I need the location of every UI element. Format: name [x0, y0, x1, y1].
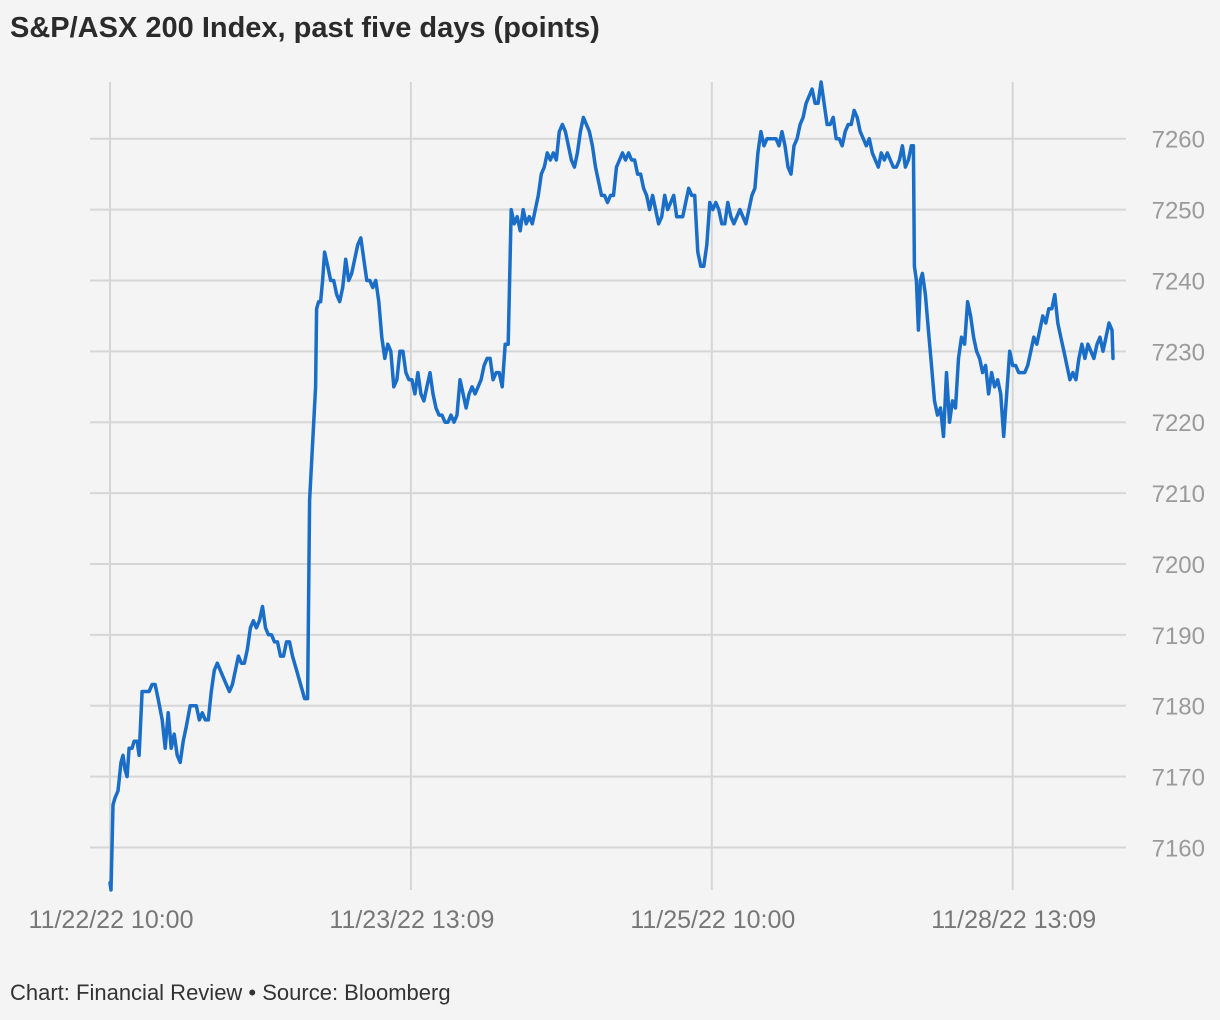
- y-tick-label: 7250: [1152, 198, 1205, 225]
- x-axis-ticks: 11/22/22 10:00 11/23/22 13:09 11/25/22 10:…: [29, 906, 1097, 934]
- chart-credit: Chart: Financial Review • Source: Bloomb…: [10, 980, 451, 1005]
- y-tick-label: 7160: [1152, 835, 1205, 862]
- y-tick-label: 7200: [1152, 552, 1205, 579]
- y-tick-label: 7180: [1152, 694, 1205, 721]
- y-tick-label: 7240: [1152, 268, 1205, 295]
- x-tick-label: 11/22/22 10:00: [29, 906, 194, 934]
- y-tick-label: 7190: [1152, 623, 1205, 650]
- y-tick-label: 7220: [1152, 410, 1205, 437]
- series-layer: [108, 80, 1115, 892]
- chart-title: S&P/ASX 200 Index, past five days (point…: [10, 12, 600, 44]
- y-tick-label: 7230: [1152, 339, 1205, 366]
- y-tick-label: 7260: [1152, 127, 1205, 154]
- y-axis-ticks: 7160 7170 7180 7190 7200 7210 7220 7230 7240 7250…: [1152, 127, 1205, 863]
- x-tick-label: 11/25/22 10:00: [630, 906, 795, 934]
- x-tick-label: 11/23/22 13:09: [329, 906, 494, 934]
- series-line: [108, 80, 1115, 892]
- y-tick-label: 7170: [1152, 765, 1205, 792]
- x-tick-label: 11/28/22 13:09: [931, 906, 1096, 934]
- gridlines: [90, 82, 1126, 890]
- y-tick-label: 7210: [1152, 481, 1205, 508]
